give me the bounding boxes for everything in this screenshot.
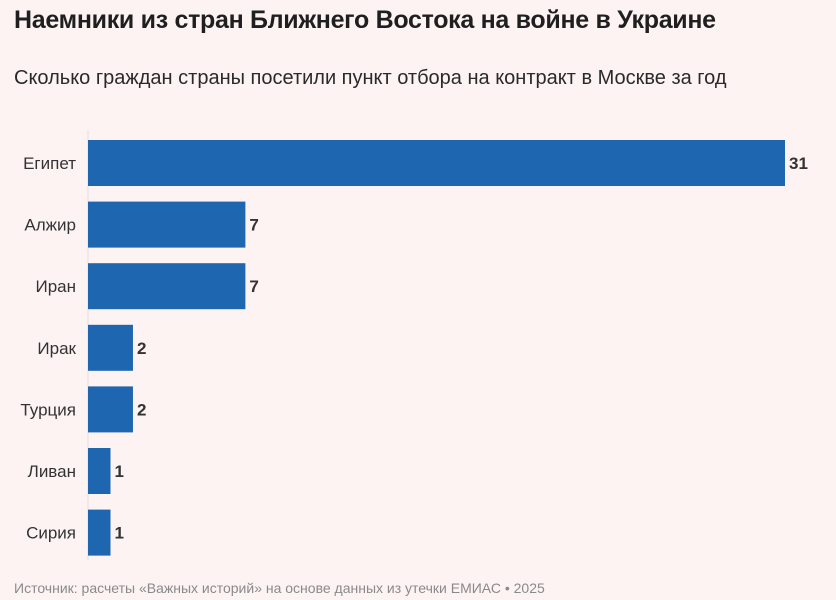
category-label: Иран <box>35 277 76 296</box>
bar <box>88 140 785 186</box>
source-note: Источник: расчеты «Важных историй» на ос… <box>14 580 545 596</box>
bar <box>88 448 111 494</box>
bar <box>88 509 111 556</box>
bar <box>88 201 246 248</box>
category-label: Сирия <box>26 524 76 543</box>
category-label: Ливан <box>28 462 76 481</box>
data-label: 7 <box>249 216 258 235</box>
data-label: 2 <box>137 339 146 358</box>
category-label: Египет <box>23 154 76 173</box>
data-label: 1 <box>114 524 123 543</box>
data-label: 7 <box>249 277 258 296</box>
chart-title: Наемники из стран Ближнего Востока на во… <box>14 6 716 34</box>
category-label: Ирак <box>37 339 76 358</box>
category-label: Алжир <box>24 216 76 235</box>
chart-subtitle: Сколько граждан страны посетили пункт от… <box>14 67 727 89</box>
data-label: 2 <box>137 400 146 419</box>
bar <box>88 263 246 310</box>
bar <box>88 324 133 371</box>
data-label: 31 <box>789 154 808 173</box>
category-label: Турция <box>20 400 76 419</box>
bar <box>88 386 133 433</box>
data-label: 1 <box>114 462 123 481</box>
